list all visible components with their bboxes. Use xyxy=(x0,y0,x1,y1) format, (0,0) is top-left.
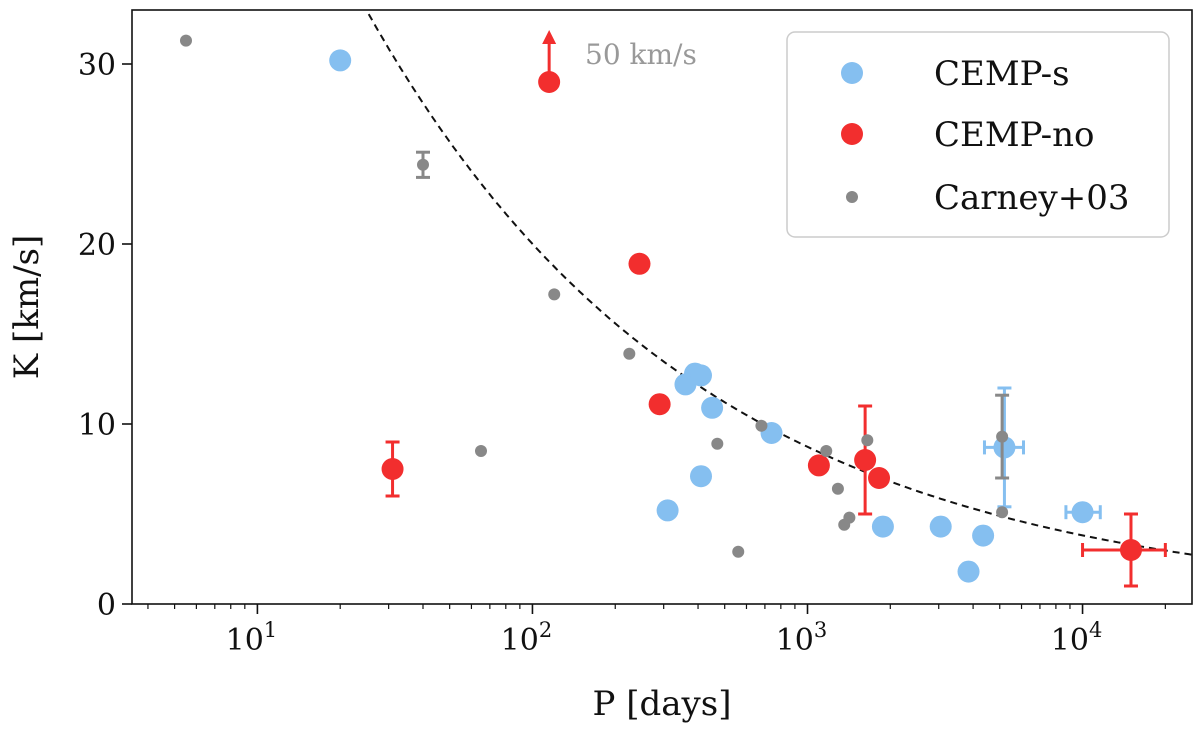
cemp-s-point xyxy=(957,560,980,583)
cemp-no-point xyxy=(807,454,830,477)
legend-label-carney: Carney+03 xyxy=(934,178,1130,218)
cemp-s-point xyxy=(1071,501,1094,524)
carney-03-point xyxy=(623,347,636,360)
x-tick-label: 102 xyxy=(501,618,553,658)
legend: CEMP-s CEMP-no Carney+03 xyxy=(786,31,1170,238)
cemp-no-point xyxy=(381,458,404,480)
cemp-no-limit-arrow-head xyxy=(542,30,557,44)
cemp-s-point xyxy=(689,465,712,488)
cemp-s-point xyxy=(929,515,952,538)
carney-03-point xyxy=(416,158,429,171)
carney-03-point xyxy=(179,34,192,47)
carney-03-point xyxy=(843,511,856,524)
legend-marker-cemp-s xyxy=(841,62,863,84)
y-tick-label: 10 xyxy=(78,408,116,443)
fit-curve-line xyxy=(367,13,1193,556)
y-axis-label: K [km/s] xyxy=(7,235,47,379)
upper-limit-annotation: 50 km/s xyxy=(585,38,697,71)
cemp-s-point xyxy=(701,396,724,419)
cemp-no-point xyxy=(1119,539,1142,561)
carney-03-point xyxy=(996,506,1009,519)
carney-03-point xyxy=(996,430,1009,443)
cemp-s-point xyxy=(656,499,679,522)
carney-03-point xyxy=(474,445,487,457)
cemp-no-point xyxy=(854,449,877,471)
x-tick-label: 104 xyxy=(1051,618,1103,658)
legend-marker-cemp-no xyxy=(841,123,863,145)
cemp-no-point xyxy=(628,252,651,275)
carney-03-point xyxy=(548,288,561,301)
plot-frame xyxy=(131,9,1193,605)
legend-label-cemp-s: CEMP-s xyxy=(934,54,1070,94)
carney-03-point xyxy=(732,545,745,558)
x-axis-label: P [days] xyxy=(593,684,732,724)
carney-03-point xyxy=(820,445,833,457)
legend-label-cemp-no: CEMP-no xyxy=(934,115,1095,155)
y-tick-label: 20 xyxy=(78,228,116,263)
cemp-s-point xyxy=(972,524,995,547)
cemp-no-point xyxy=(538,71,561,93)
cemp-s-point xyxy=(993,436,1016,459)
cemp-no-point xyxy=(868,467,891,489)
cemp-s-point xyxy=(689,364,712,387)
cemp-s-point xyxy=(871,515,894,538)
cemp-no-point xyxy=(648,393,671,416)
legend-box xyxy=(786,31,1170,238)
cemp-s-point xyxy=(329,49,352,72)
y-tick-label: 0 xyxy=(97,588,116,623)
legend-marker-carney xyxy=(846,191,858,203)
carney-03-point xyxy=(711,437,724,450)
y-tick-label: 30 xyxy=(78,48,116,83)
x-tick-label: 101 xyxy=(226,618,278,658)
x-tick-label: 103 xyxy=(776,618,828,658)
carney-03-point xyxy=(755,419,768,432)
carney-03-point xyxy=(861,434,874,447)
carney-03-point xyxy=(831,482,844,495)
